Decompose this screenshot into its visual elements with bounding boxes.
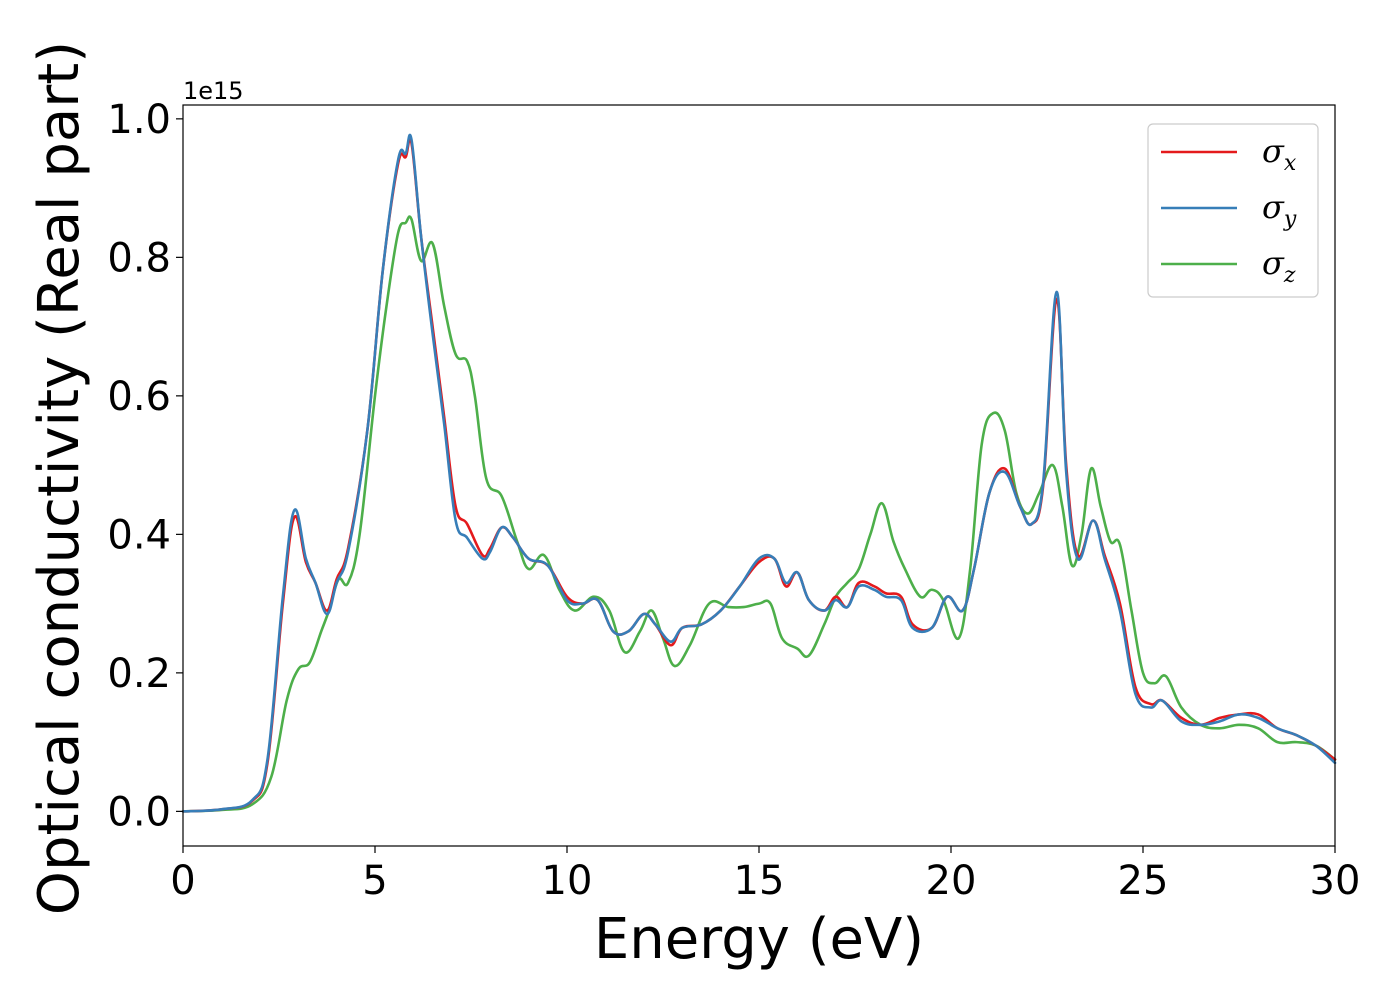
- legend-entry-y: σy: [1161, 188, 1297, 232]
- x-tick-label: 0: [170, 858, 195, 904]
- y-tick-label: 0.0: [107, 789, 171, 835]
- legend-entry-x: σx: [1161, 132, 1297, 176]
- legend-label: σx: [1262, 132, 1297, 176]
- x-tick-label: 10: [542, 858, 593, 904]
- x-tick-label: 20: [926, 858, 977, 904]
- y-tick-label: 0.2: [107, 651, 171, 697]
- series-line-z: [181, 215, 1337, 813]
- legend: σx σy σz: [1147, 123, 1319, 298]
- x-tick-label: 15: [734, 858, 785, 904]
- series-line-y: [181, 133, 1337, 813]
- y-tick-label: 0.4: [107, 512, 171, 558]
- legend-box: [1147, 123, 1319, 298]
- x-tick-label: 30: [1310, 858, 1361, 904]
- x-axis-label: Energy (eV): [594, 907, 924, 972]
- x-axis: 0 5 10 15 20 25 30: [170, 846, 1360, 904]
- y-tick-label: 0.8: [107, 235, 171, 281]
- x-tick-label: 5: [362, 858, 387, 904]
- legend-entry-z: σz: [1161, 244, 1296, 288]
- y-tick-label: 1.0: [107, 97, 171, 143]
- y-axis: 0.0 0.2 0.4 0.6 0.8 1.0: [107, 97, 183, 835]
- series-group: [181, 133, 1337, 813]
- x-tick-label: 25: [1118, 858, 1169, 904]
- legend-label: σz: [1262, 244, 1296, 288]
- y-tick-label: 0.6: [107, 374, 171, 420]
- y-offset-label: 1e15: [183, 77, 244, 105]
- y-axis-label: Optical conductivity (Real part): [27, 41, 92, 915]
- legend-label: σy: [1262, 188, 1297, 232]
